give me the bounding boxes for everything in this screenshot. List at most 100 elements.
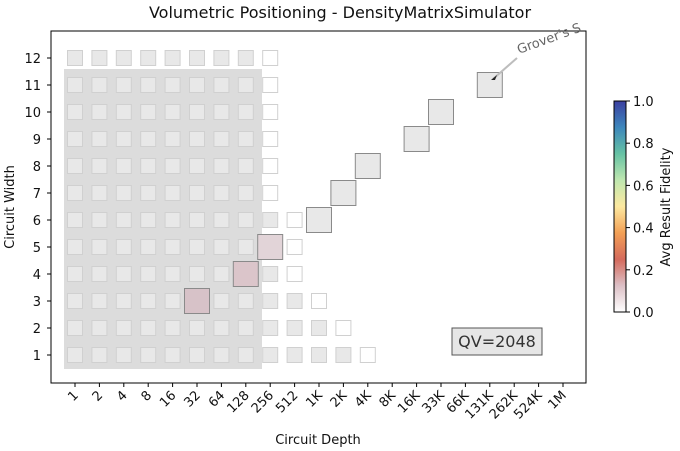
- x-tick-label: 1M: [545, 388, 569, 412]
- volumetric-cell: [262, 320, 279, 336]
- x-axis-label: Circuit Depth: [275, 433, 361, 448]
- volumetric-cell: [213, 131, 230, 147]
- volumetric-cell: [311, 320, 327, 336]
- app-result-point: [476, 72, 503, 98]
- volumetric-cell: [67, 158, 83, 174]
- volumetric-cell: [237, 104, 254, 120]
- volumetric-cell: [140, 104, 157, 120]
- colorbar-tick-label: 1.0: [633, 95, 654, 110]
- volumetric-cell: [91, 104, 108, 120]
- y-tick-label: 4: [33, 268, 41, 283]
- volumetric-cell: [286, 320, 303, 336]
- app-result-point: [184, 288, 210, 314]
- volumetric-cell: [311, 293, 327, 309]
- volumetric-cell: [164, 266, 181, 282]
- volumetric-cell: [91, 266, 108, 282]
- volumetric-cell: [311, 347, 327, 363]
- y-tick-label: 1: [33, 349, 41, 364]
- volumetric-cell: [237, 131, 254, 147]
- x-tick-label: 256: [249, 388, 277, 416]
- y-tick-label: 2: [33, 322, 41, 337]
- volumetric-cell: [262, 347, 279, 363]
- annotation-arrowhead: [491, 75, 497, 80]
- volumetric-cell: [67, 50, 83, 66]
- volumetric-cell: [115, 212, 132, 228]
- volumetric-cell: [67, 293, 83, 309]
- volumetric-cell: [115, 50, 132, 66]
- x-tick-label: 1: [65, 388, 81, 404]
- volumetric-cell: [286, 347, 303, 363]
- volumetric-cell: [189, 50, 205, 66]
- volumetric-cell: [262, 50, 279, 66]
- colorbar-gradient: [613, 100, 627, 313]
- app-result-point: [403, 126, 430, 152]
- volumetric-cell: [140, 266, 157, 282]
- volumetric-cell: [335, 347, 352, 363]
- volumetric-cell: [213, 212, 230, 228]
- x-tick-label: 8: [139, 388, 155, 404]
- volumetric-cell: [189, 212, 205, 228]
- cells-layer: [67, 50, 376, 363]
- volumetric-cell: [189, 347, 205, 363]
- volumetric-cell: [237, 293, 254, 309]
- volumetric-cell: [164, 320, 181, 336]
- volumetric-cell: [115, 347, 132, 363]
- volumetric-cell: [67, 239, 83, 255]
- volumetric-cell: [91, 212, 108, 228]
- annotation-arrow: [492, 57, 518, 80]
- app-result-point: [232, 261, 259, 287]
- app-result-point: [428, 99, 454, 125]
- volumetric-cell: [164, 212, 181, 228]
- volumetric-cell: [164, 131, 181, 147]
- y-tick-label: 7: [33, 187, 41, 202]
- volumetric-cell: [189, 185, 205, 201]
- volumetric-cell: [67, 104, 83, 120]
- chart-title: Volumetric Positioning - DensityMatrixSi…: [149, 3, 532, 22]
- volumetric-cell: [115, 266, 132, 282]
- volumetric-cell: [286, 239, 303, 255]
- volumetric-cell: [237, 158, 254, 174]
- app-result-point: [330, 180, 357, 206]
- volumetric-cell: [67, 320, 83, 336]
- x-tick-label: 2K: [328, 388, 351, 411]
- colorbar-tick-label: 0.8: [633, 137, 654, 152]
- colorbar-label: Avg Result Fidelity: [659, 147, 674, 266]
- annotation-label: Grover's S: [515, 21, 583, 58]
- volumetric-cell: [91, 185, 108, 201]
- volumetric-cell: [189, 266, 205, 282]
- volumetric-cell: [237, 320, 254, 336]
- app-result-point: [257, 234, 284, 260]
- volumetric-cell: [164, 158, 181, 174]
- volumetric-cell: [140, 77, 157, 93]
- volumetric-cell: [189, 104, 205, 120]
- app-result-point: [306, 207, 332, 233]
- volumetric-cell: [67, 77, 83, 93]
- x-tick-label: 1K: [303, 388, 326, 411]
- volumetric-cell: [262, 266, 279, 282]
- x-tick-label: 32: [182, 388, 204, 410]
- volumetric-cell: [262, 185, 279, 201]
- volumetric-cell: [237, 185, 254, 201]
- volumetric-cell: [286, 293, 303, 309]
- volumetric-cell: [91, 50, 108, 66]
- volumetric-cell: [189, 320, 205, 336]
- volumetric-cell: [91, 320, 108, 336]
- volumetric-cell: [335, 320, 352, 336]
- volumetric-cell: [213, 104, 230, 120]
- volumetric-cell: [115, 158, 132, 174]
- volumetric-cell: [140, 158, 157, 174]
- volumetric-cell: [213, 320, 230, 336]
- volumetric-cell: [237, 212, 254, 228]
- colorbar-ticks: 0.0 0.2 0.4 0.6 0.8 1.0: [626, 95, 654, 321]
- volumetric-cell: [164, 293, 181, 309]
- volumetric-cell: [115, 131, 132, 147]
- y-tick-label: 8: [33, 160, 41, 175]
- volumetric-cell: [213, 293, 230, 309]
- colorbar-tick-label: 0.6: [633, 179, 654, 194]
- volumetric-cell: [91, 293, 108, 309]
- volumetric-cell: [91, 131, 108, 147]
- y-tick-label: 12: [24, 52, 41, 67]
- x-tick-label: 512: [273, 388, 301, 416]
